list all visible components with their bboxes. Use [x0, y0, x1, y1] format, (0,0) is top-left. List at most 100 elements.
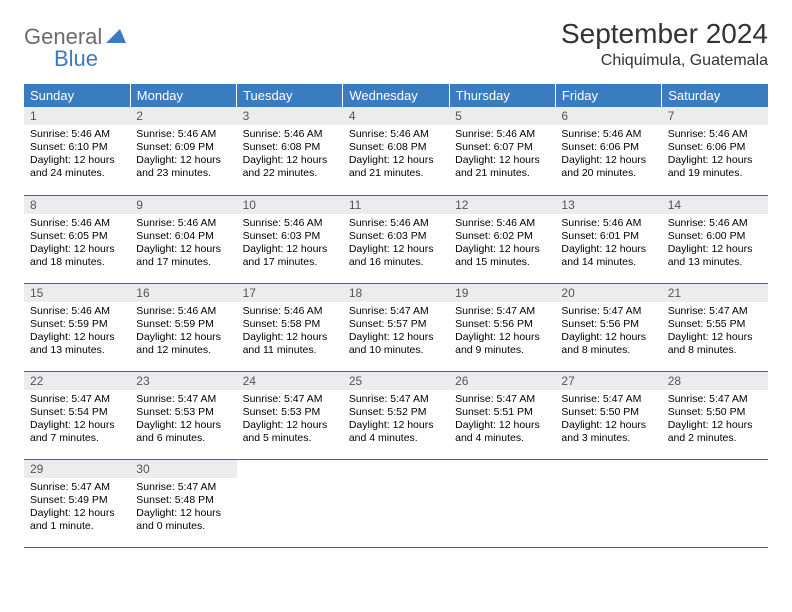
day-number: 28 [662, 372, 768, 390]
calendar-day-cell: 22Sunrise: 5:47 AMSunset: 5:54 PMDayligh… [24, 371, 130, 459]
calendar-day-cell [449, 459, 555, 547]
col-friday: Friday [555, 84, 661, 107]
calendar-week-row: 29Sunrise: 5:47 AMSunset: 5:49 PMDayligh… [24, 459, 768, 547]
day-details: Sunrise: 5:46 AMSunset: 6:04 PMDaylight:… [130, 214, 236, 274]
col-wednesday: Wednesday [343, 84, 449, 107]
day-details: Sunrise: 5:47 AMSunset: 5:56 PMDaylight:… [555, 302, 661, 362]
calendar-day-cell: 29Sunrise: 5:47 AMSunset: 5:49 PMDayligh… [24, 459, 130, 547]
calendar-day-cell: 26Sunrise: 5:47 AMSunset: 5:51 PMDayligh… [449, 371, 555, 459]
day-details: Sunrise: 5:47 AMSunset: 5:53 PMDaylight:… [130, 390, 236, 450]
day-details: Sunrise: 5:47 AMSunset: 5:54 PMDaylight:… [24, 390, 130, 450]
day-details: Sunrise: 5:47 AMSunset: 5:50 PMDaylight:… [555, 390, 661, 450]
day-number: 26 [449, 372, 555, 390]
day-details: Sunrise: 5:46 AMSunset: 6:06 PMDaylight:… [555, 125, 661, 185]
day-details: Sunrise: 5:46 AMSunset: 6:05 PMDaylight:… [24, 214, 130, 274]
day-details: Sunrise: 5:46 AMSunset: 6:03 PMDaylight:… [343, 214, 449, 274]
day-number: 27 [555, 372, 661, 390]
logo-triangle-icon [106, 27, 126, 48]
day-number: 5 [449, 107, 555, 125]
calendar-day-cell: 21Sunrise: 5:47 AMSunset: 5:55 PMDayligh… [662, 283, 768, 371]
day-number: 10 [237, 196, 343, 214]
col-thursday: Thursday [449, 84, 555, 107]
calendar-day-cell [555, 459, 661, 547]
day-number: 12 [449, 196, 555, 214]
day-details: Sunrise: 5:47 AMSunset: 5:55 PMDaylight:… [662, 302, 768, 362]
weekday-header-row: Sunday Monday Tuesday Wednesday Thursday… [24, 84, 768, 107]
day-number: 8 [24, 196, 130, 214]
day-number: 16 [130, 284, 236, 302]
day-number: 15 [24, 284, 130, 302]
col-tuesday: Tuesday [237, 84, 343, 107]
day-number: 6 [555, 107, 661, 125]
calendar-week-row: 22Sunrise: 5:47 AMSunset: 5:54 PMDayligh… [24, 371, 768, 459]
day-details: Sunrise: 5:46 AMSunset: 6:09 PMDaylight:… [130, 125, 236, 185]
day-number: 2 [130, 107, 236, 125]
logo-text-blue: Blue [54, 46, 792, 72]
day-details: Sunrise: 5:46 AMSunset: 6:00 PMDaylight:… [662, 214, 768, 274]
day-details: Sunrise: 5:46 AMSunset: 6:08 PMDaylight:… [343, 125, 449, 185]
day-details: Sunrise: 5:47 AMSunset: 5:51 PMDaylight:… [449, 390, 555, 450]
calendar-day-cell: 10Sunrise: 5:46 AMSunset: 6:03 PMDayligh… [237, 195, 343, 283]
calendar-week-row: 1Sunrise: 5:46 AMSunset: 6:10 PMDaylight… [24, 107, 768, 195]
day-details: Sunrise: 5:47 AMSunset: 5:49 PMDaylight:… [24, 478, 130, 538]
day-details: Sunrise: 5:46 AMSunset: 5:59 PMDaylight:… [130, 302, 236, 362]
col-sunday: Sunday [24, 84, 130, 107]
day-number: 29 [24, 460, 130, 478]
day-number: 1 [24, 107, 130, 125]
calendar-day-cell [343, 459, 449, 547]
calendar-day-cell: 18Sunrise: 5:47 AMSunset: 5:57 PMDayligh… [343, 283, 449, 371]
day-details: Sunrise: 5:47 AMSunset: 5:50 PMDaylight:… [662, 390, 768, 450]
calendar-week-row: 8Sunrise: 5:46 AMSunset: 6:05 PMDaylight… [24, 195, 768, 283]
day-number: 19 [449, 284, 555, 302]
col-monday: Monday [130, 84, 236, 107]
day-number: 14 [662, 196, 768, 214]
calendar-day-cell [662, 459, 768, 547]
day-details: Sunrise: 5:47 AMSunset: 5:48 PMDaylight:… [130, 478, 236, 538]
day-details: Sunrise: 5:46 AMSunset: 6:06 PMDaylight:… [662, 125, 768, 185]
day-number: 25 [343, 372, 449, 390]
calendar-day-cell: 25Sunrise: 5:47 AMSunset: 5:52 PMDayligh… [343, 371, 449, 459]
calendar-day-cell: 11Sunrise: 5:46 AMSunset: 6:03 PMDayligh… [343, 195, 449, 283]
calendar-day-cell: 4Sunrise: 5:46 AMSunset: 6:08 PMDaylight… [343, 107, 449, 195]
day-details: Sunrise: 5:47 AMSunset: 5:52 PMDaylight:… [343, 390, 449, 450]
day-number: 30 [130, 460, 236, 478]
calendar-day-cell: 30Sunrise: 5:47 AMSunset: 5:48 PMDayligh… [130, 459, 236, 547]
calendar-day-cell: 12Sunrise: 5:46 AMSunset: 6:02 PMDayligh… [449, 195, 555, 283]
day-details: Sunrise: 5:46 AMSunset: 5:59 PMDaylight:… [24, 302, 130, 362]
calendar-day-cell: 6Sunrise: 5:46 AMSunset: 6:06 PMDaylight… [555, 107, 661, 195]
day-number: 13 [555, 196, 661, 214]
day-details: Sunrise: 5:46 AMSunset: 6:03 PMDaylight:… [237, 214, 343, 274]
calendar-day-cell: 28Sunrise: 5:47 AMSunset: 5:50 PMDayligh… [662, 371, 768, 459]
calendar-week-row: 15Sunrise: 5:46 AMSunset: 5:59 PMDayligh… [24, 283, 768, 371]
calendar-day-cell: 24Sunrise: 5:47 AMSunset: 5:53 PMDayligh… [237, 371, 343, 459]
day-number: 20 [555, 284, 661, 302]
day-number: 9 [130, 196, 236, 214]
calendar-day-cell: 13Sunrise: 5:46 AMSunset: 6:01 PMDayligh… [555, 195, 661, 283]
calendar-day-cell: 23Sunrise: 5:47 AMSunset: 5:53 PMDayligh… [130, 371, 236, 459]
day-details: Sunrise: 5:46 AMSunset: 6:07 PMDaylight:… [449, 125, 555, 185]
day-details: Sunrise: 5:46 AMSunset: 5:58 PMDaylight:… [237, 302, 343, 362]
calendar-day-cell: 16Sunrise: 5:46 AMSunset: 5:59 PMDayligh… [130, 283, 236, 371]
calendar-day-cell: 5Sunrise: 5:46 AMSunset: 6:07 PMDaylight… [449, 107, 555, 195]
calendar-day-cell: 19Sunrise: 5:47 AMSunset: 5:56 PMDayligh… [449, 283, 555, 371]
day-details: Sunrise: 5:46 AMSunset: 6:01 PMDaylight:… [555, 214, 661, 274]
calendar-day-cell: 20Sunrise: 5:47 AMSunset: 5:56 PMDayligh… [555, 283, 661, 371]
day-number: 17 [237, 284, 343, 302]
calendar-day-cell: 8Sunrise: 5:46 AMSunset: 6:05 PMDaylight… [24, 195, 130, 283]
calendar-day-cell: 3Sunrise: 5:46 AMSunset: 6:08 PMDaylight… [237, 107, 343, 195]
col-saturday: Saturday [662, 84, 768, 107]
day-details: Sunrise: 5:47 AMSunset: 5:53 PMDaylight:… [237, 390, 343, 450]
calendar-day-cell: 9Sunrise: 5:46 AMSunset: 6:04 PMDaylight… [130, 195, 236, 283]
calendar-day-cell: 7Sunrise: 5:46 AMSunset: 6:06 PMDaylight… [662, 107, 768, 195]
day-number: 4 [343, 107, 449, 125]
calendar-day-cell: 2Sunrise: 5:46 AMSunset: 6:09 PMDaylight… [130, 107, 236, 195]
day-number: 7 [662, 107, 768, 125]
day-number: 22 [24, 372, 130, 390]
calendar-day-cell: 27Sunrise: 5:47 AMSunset: 5:50 PMDayligh… [555, 371, 661, 459]
day-details: Sunrise: 5:47 AMSunset: 5:56 PMDaylight:… [449, 302, 555, 362]
day-number: 11 [343, 196, 449, 214]
calendar-day-cell: 14Sunrise: 5:46 AMSunset: 6:00 PMDayligh… [662, 195, 768, 283]
day-number: 3 [237, 107, 343, 125]
calendar-table: Sunday Monday Tuesday Wednesday Thursday… [24, 84, 768, 548]
calendar-day-cell: 15Sunrise: 5:46 AMSunset: 5:59 PMDayligh… [24, 283, 130, 371]
